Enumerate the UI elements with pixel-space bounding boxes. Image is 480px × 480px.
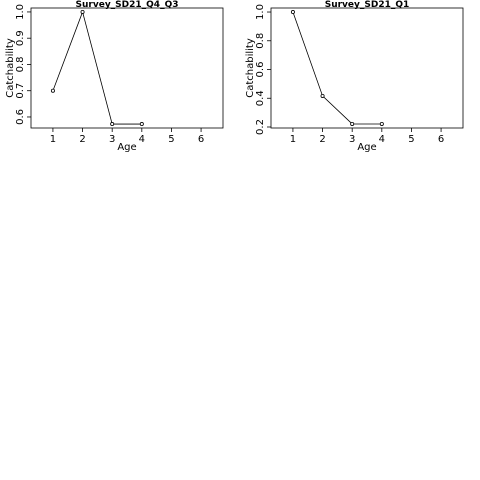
plot-frame bbox=[270, 7, 464, 129]
data-point bbox=[350, 121, 355, 126]
y-tick-label: 0.8 bbox=[15, 57, 26, 73]
y-tick-label: 0.6 bbox=[15, 109, 26, 125]
x-tick-label: 2 bbox=[79, 134, 85, 145]
x-axis-label: Age bbox=[117, 142, 136, 153]
y-axis-label: Catchability bbox=[5, 38, 16, 98]
x-tick-label: 5 bbox=[408, 134, 414, 145]
chart-title: Survey_SD21_Q4_Q3 bbox=[76, 0, 179, 10]
x-axis-label: Age bbox=[357, 142, 376, 153]
x-tick-label: 4 bbox=[139, 134, 145, 145]
y-tick-label: 0.2 bbox=[255, 119, 266, 135]
data-line bbox=[52, 10, 142, 125]
y-tick-label: 0.7 bbox=[15, 83, 26, 99]
y-tick-label: 0.8 bbox=[255, 33, 266, 49]
data-point bbox=[110, 122, 115, 127]
x-tick-label: 3 bbox=[109, 134, 115, 145]
y-tick-label: 0.4 bbox=[255, 90, 266, 106]
x-tick-label: 1 bbox=[50, 134, 56, 145]
data-point bbox=[379, 121, 384, 126]
x-tick-label: 1 bbox=[290, 134, 296, 145]
x-tick-label: 3 bbox=[349, 134, 355, 145]
data-point bbox=[80, 9, 85, 14]
chart-title: Survey_SD21_Q1 bbox=[325, 0, 410, 10]
y-tick-label: 1.0 bbox=[255, 4, 266, 20]
data-point bbox=[50, 88, 55, 93]
x-tick-label: 4 bbox=[379, 134, 385, 145]
x-tick-label: 5 bbox=[168, 134, 174, 145]
data-point bbox=[320, 93, 325, 98]
y-axis-label: Catchability bbox=[245, 38, 256, 98]
plot-frame bbox=[30, 7, 224, 129]
x-tick-label: 6 bbox=[198, 134, 204, 145]
y-tick-label: 1.0 bbox=[15, 4, 26, 20]
y-tick-label: 0.6 bbox=[255, 62, 266, 78]
data-point bbox=[139, 122, 144, 127]
x-tick-label: 2 bbox=[319, 134, 325, 145]
y-tick-label: 0.9 bbox=[15, 30, 26, 46]
data-line bbox=[292, 11, 382, 125]
x-tick-label: 6 bbox=[438, 134, 444, 145]
data-point bbox=[290, 10, 295, 15]
